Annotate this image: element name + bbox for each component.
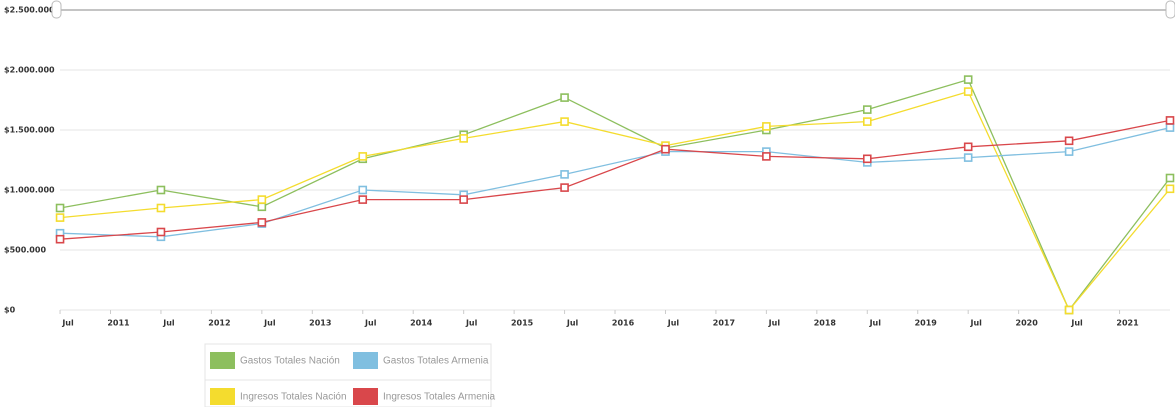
point-marker [1165, 116, 1175, 125]
x-tick-label: Jul [263, 319, 276, 328]
x-tick-label: 2018 [814, 319, 837, 328]
point-marker [762, 122, 771, 131]
point-marker [1165, 123, 1175, 132]
point-marker [358, 195, 368, 204]
x-tick-label: Jul [667, 319, 680, 328]
point-marker [459, 134, 468, 143]
x-tick-label: Jul [162, 319, 175, 328]
point-marker [257, 202, 267, 212]
x-tick-label: Jul [969, 319, 982, 328]
point-marker [459, 195, 468, 204]
legend-swatch [353, 352, 378, 369]
range-handle [51, 0, 62, 19]
point-marker [55, 234, 65, 244]
point-marker [257, 218, 267, 227]
x-tick-label: 2012 [208, 319, 230, 328]
y-tick-label: $0 [4, 306, 16, 315]
point-marker [762, 152, 771, 161]
point-marker [560, 183, 569, 192]
point-marker [1064, 305, 1074, 315]
x-tick-label: 2011 [107, 319, 130, 328]
x-tick-label: Jul [364, 319, 377, 328]
point-marker [560, 93, 569, 102]
point-marker [1165, 184, 1175, 194]
x-tick-label: 2017 [713, 319, 735, 328]
y-tick-label: $2.000.000 [4, 66, 55, 75]
series-line [59, 119, 1171, 240]
x-tick-label: Jul [566, 319, 579, 328]
point-marker [862, 105, 872, 114]
legend-label: Ingresos Totales Armenia [383, 392, 496, 403]
legend-swatch [210, 352, 235, 369]
x-tick-label: 2015 [511, 319, 534, 328]
legend-label: Gastos Totales Armenia [383, 356, 489, 367]
x-tick-label: 2020 [1016, 319, 1039, 328]
point-marker [963, 87, 973, 96]
x-tick-label: 2014 [410, 319, 433, 328]
point-marker [963, 153, 973, 162]
x-tick-label: Jul [869, 319, 882, 328]
x-tick-label: 2019 [915, 319, 938, 328]
point-marker [156, 227, 166, 237]
point-marker [55, 213, 65, 222]
series-line [59, 90, 1171, 312]
series-line [60, 126, 1171, 238]
point-marker [55, 203, 65, 213]
x-tick-label: Jul [1070, 319, 1083, 328]
legend-label: Ingresos Totales Nación [240, 392, 347, 403]
y-tick-label: $1.000.000 [4, 186, 55, 195]
point-marker [358, 152, 368, 161]
point-marker [1064, 136, 1074, 146]
point-marker [862, 154, 872, 164]
legend-box [204, 343, 492, 407]
x-tick-label: 2013 [309, 319, 331, 328]
legend-label: Gastos Totales Nación [240, 356, 340, 367]
x-tick-label: Jul [465, 319, 478, 328]
y-tick-label: $2.500.000 [4, 6, 55, 15]
y-tick-label: $500.000 [4, 246, 46, 255]
point-marker [156, 203, 166, 213]
legend-swatch [210, 388, 235, 405]
point-marker [963, 142, 973, 152]
point-marker [560, 117, 569, 126]
x-tick-label: Jul [768, 319, 781, 328]
point-marker [1165, 173, 1175, 183]
x-tick-label: 2021 [1116, 319, 1139, 328]
range-handle [1165, 0, 1175, 19]
point-marker [257, 195, 267, 204]
point-marker [156, 185, 166, 195]
x-tick-label: Jul [61, 319, 74, 328]
y-tick-label: $1.500.000 [4, 126, 55, 135]
series-line [59, 78, 1171, 312]
legend-swatch [353, 388, 378, 405]
point-marker [963, 75, 973, 84]
point-marker [358, 185, 368, 195]
point-marker [560, 170, 569, 179]
point-marker [862, 117, 872, 126]
point-marker [1064, 147, 1074, 156]
x-tick-label: 2016 [612, 319, 635, 328]
point-marker [661, 144, 670, 154]
